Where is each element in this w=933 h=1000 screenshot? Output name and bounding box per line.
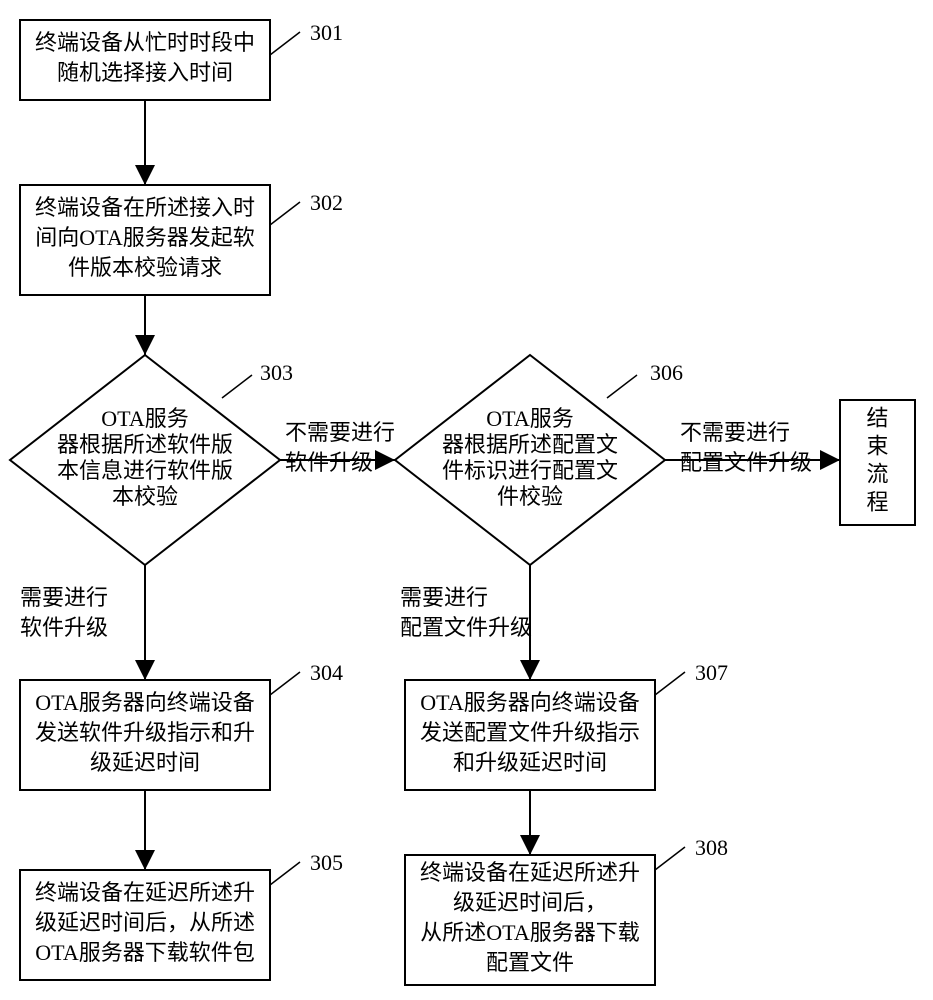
svg-text:级延迟时间后，从所述: 级延迟时间后，从所述	[35, 910, 255, 935]
svg-text:从所述OTA服务器下载: 从所述OTA服务器下载	[420, 920, 639, 945]
edge-label: 不需要进行	[680, 420, 790, 445]
svg-text:终端设备在延迟所述升: 终端设备在延迟所述升	[420, 860, 640, 885]
step-label-302: 302	[310, 190, 343, 215]
label-tick	[607, 375, 637, 398]
svg-text:级延迟时间后，: 级延迟时间后，	[453, 890, 607, 915]
svg-text:结: 结	[866, 406, 888, 431]
step-label-304: 304	[310, 660, 343, 685]
label-tick	[270, 862, 300, 885]
svg-text:本校验: 本校验	[112, 484, 178, 509]
svg-text:终端设备在所述接入时: 终端设备在所述接入时	[35, 195, 255, 220]
svg-text:OTA服务器向终端设备: OTA服务器向终端设备	[35, 690, 254, 715]
svg-text:终端设备从忙时时段中: 终端设备从忙时时段中	[35, 30, 255, 55]
svg-text:级延迟时间: 级延迟时间	[90, 750, 200, 775]
svg-text:件版本校验请求: 件版本校验请求	[68, 255, 222, 280]
svg-text:发送配置文件升级指示: 发送配置文件升级指示	[420, 720, 640, 745]
svg-text:束: 束	[866, 434, 888, 459]
step-label-301: 301	[310, 20, 343, 45]
label-tick	[270, 202, 300, 225]
edge-label: 软件升级	[285, 450, 373, 475]
svg-text:件标识进行配置文: 件标识进行配置文	[442, 458, 618, 483]
edge-label: 配置文件升级	[680, 450, 812, 475]
svg-text:本信息进行软件版: 本信息进行软件版	[57, 458, 233, 483]
label-tick	[655, 672, 685, 695]
step-label-305: 305	[310, 850, 343, 875]
svg-text:随机选择接入时间: 随机选择接入时间	[57, 60, 233, 85]
svg-text:件校验: 件校验	[497, 484, 563, 509]
svg-text:发送软件升级指示和升: 发送软件升级指示和升	[35, 720, 255, 745]
edge-label: 不需要进行	[285, 420, 395, 445]
step-label-308: 308	[695, 835, 728, 860]
step-label-303: 303	[260, 360, 293, 385]
svg-text:OTA服务器向终端设备: OTA服务器向终端设备	[420, 690, 639, 715]
label-tick	[270, 32, 300, 55]
edge-label: 配置文件升级	[400, 615, 532, 640]
step-label-307: 307	[695, 660, 728, 685]
edge-label: 软件升级	[20, 615, 108, 640]
edge-label: 需要进行	[20, 585, 108, 610]
label-tick	[222, 375, 252, 398]
svg-text:流: 流	[866, 462, 888, 487]
svg-text:和升级延迟时间: 和升级延迟时间	[453, 750, 607, 775]
svg-text:配置文件: 配置文件	[486, 950, 574, 975]
svg-text:终端设备在延迟所述升: 终端设备在延迟所述升	[35, 880, 255, 905]
flowchart-canvas: 终端设备从忙时时段中随机选择接入时间 301 终端设备在所述接入时间向OTA服务器发…	[0, 0, 933, 1000]
svg-text:间向OTA服务器发起软: 间向OTA服务器发起软	[35, 225, 254, 250]
svg-text:OTA服务: OTA服务	[101, 406, 188, 431]
svg-text:OTA服务器下载软件包: OTA服务器下载软件包	[35, 940, 254, 965]
step-label-306: 306	[650, 360, 683, 385]
svg-text:器根据所述软件版: 器根据所述软件版	[57, 432, 233, 457]
edge-label: 需要进行	[400, 585, 488, 610]
svg-text:器根据所述配置文: 器根据所述配置文	[442, 432, 618, 457]
svg-text:OTA服务: OTA服务	[486, 406, 573, 431]
label-tick	[655, 847, 685, 870]
label-tick	[270, 672, 300, 695]
svg-text:程: 程	[866, 490, 888, 515]
